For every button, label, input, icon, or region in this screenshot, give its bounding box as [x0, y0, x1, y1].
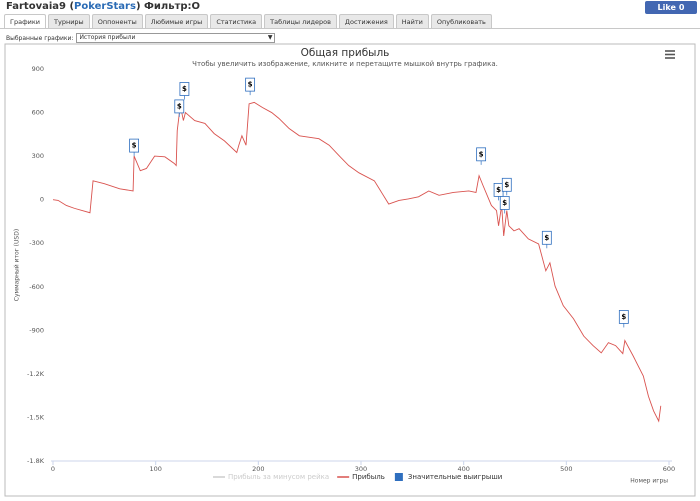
flag-label: $ [544, 234, 549, 242]
title-user: Fartovaia9 ( [6, 1, 75, 12]
chart-title: Общая прибыль [301, 47, 390, 59]
flag-label: $ [621, 313, 626, 321]
x-axis-title: Номер игры [630, 478, 668, 485]
x-tick-label: 100 [149, 465, 161, 473]
y-tick-label: 0 [40, 196, 44, 204]
flag-label: $ [502, 199, 507, 207]
tab[interactable]: Найти [395, 14, 429, 29]
x-tick-label: 300 [355, 465, 367, 473]
selector: Выбранные графики: История прибыли [6, 33, 276, 43]
flag [174, 99, 185, 114]
y-tick-label: 300 [32, 152, 44, 160]
selector-box[interactable]: История прибыли [76, 33, 276, 43]
y-axis-title: Суммарный итог (USD) [14, 229, 21, 301]
flag-label: $ [496, 186, 501, 194]
y-tick-label: 600 [32, 109, 44, 117]
x-tick-label: 200 [252, 465, 264, 473]
y-tick-label: -1.8K [27, 457, 45, 465]
x-tick-label: 400 [457, 465, 469, 473]
flag [179, 82, 190, 96]
like-text: Like [657, 3, 676, 12]
legend-label: Значительные выигрыши [408, 473, 502, 481]
flag-label: $ [479, 150, 484, 158]
tab[interactable]: Турниры [48, 14, 90, 29]
flag-label: $ [182, 85, 187, 93]
legend-label: Прибыль [352, 473, 385, 481]
y-tick-label: 900 [32, 65, 44, 73]
tab-line [0, 28, 700, 29]
tab[interactable]: Статистика [210, 14, 263, 29]
x-tick-label: 0 [51, 465, 55, 473]
flag [618, 310, 629, 324]
tab[interactable]: Опубликовать [430, 14, 492, 29]
profit-line [52, 101, 662, 423]
x-tick-label: 600 [663, 465, 675, 473]
flag [501, 177, 512, 192]
tab-bar: Графики Турниры Оппоненты Любимые игры Стати… [4, 14, 492, 29]
tab[interactable]: Таблицы лидеров [264, 14, 337, 29]
flag [476, 147, 487, 162]
flag-label: $ [177, 102, 182, 110]
x-tick-label: 500 [560, 465, 572, 473]
y-tick-label: -300 [29, 239, 44, 247]
like-button[interactable]: Like 0 [645, 1, 697, 14]
title-filter: ) Фильтр:O [135, 1, 201, 12]
selector-label: Выбранные графики: [6, 34, 74, 42]
flag [245, 77, 256, 92]
flag-label: $ [132, 142, 137, 150]
flag [129, 138, 140, 153]
like-count: 0 [678, 3, 685, 12]
menu-icon[interactable] [665, 50, 675, 59]
legend-swatch [394, 473, 403, 481]
y-tick-label: -600 [29, 283, 44, 291]
tab[interactable]: Любимые игры [144, 14, 209, 29]
tab[interactable]: Графики [4, 14, 47, 29]
chart-panel [4, 43, 696, 497]
y-tick-label: -900 [29, 326, 44, 334]
selector-value: История прибыли [79, 34, 136, 41]
legend-label: Прибыль за минусом рейка [228, 473, 329, 481]
tab[interactable]: Оппоненты [91, 14, 143, 29]
y-tick-label: -1.2K [27, 370, 45, 378]
flag [499, 196, 510, 210]
y-tick-label: -1.5K [27, 413, 45, 421]
page-title: Fartovaia9 (PokerStars) Фильтр:O [6, 1, 200, 12]
flag-label: $ [248, 81, 253, 89]
flag [541, 230, 552, 245]
chart-subtitle: Чтобы увеличить изображение, кликните и … [192, 60, 498, 68]
title-site[interactable]: PokerStars [74, 1, 136, 12]
flag-label: $ [504, 181, 509, 189]
tab[interactable]: Достижения [338, 14, 394, 29]
